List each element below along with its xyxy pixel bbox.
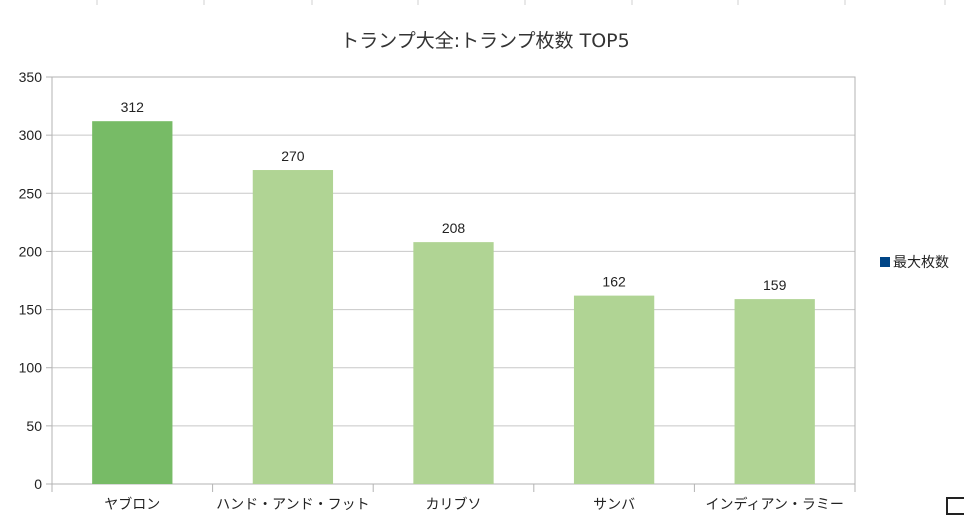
x-tick-label: インディアン・ラミー	[705, 496, 843, 513]
chart-title: トランプ大全:トランプ枚数 TOP5	[340, 30, 630, 52]
x-tick-label: カリブソ	[426, 496, 482, 513]
y-tick-label: 250	[19, 185, 43, 201]
y-tick-label: 100	[19, 360, 43, 376]
y-tick-label: 350	[19, 69, 43, 85]
data-label: 312	[121, 99, 145, 115]
x-tick-label: ハンド・アンド・フット	[216, 497, 369, 513]
bar	[252, 170, 334, 484]
corner-box	[946, 497, 964, 515]
legend: 最大枚数	[880, 252, 949, 272]
bar	[573, 295, 655, 484]
bar	[92, 121, 173, 484]
data-label: 270	[281, 148, 305, 164]
data-label: 162	[602, 274, 626, 290]
x-tick-label: ヤブロン	[104, 496, 160, 513]
y-tick-label: 300	[19, 127, 43, 143]
data-label: 208	[442, 220, 466, 236]
bar	[734, 299, 815, 484]
y-tick-label: 200	[19, 243, 43, 259]
x-tick-label: サンバ	[593, 497, 635, 513]
bar	[413, 242, 494, 484]
data-label: 159	[763, 277, 787, 293]
y-tick-label: 150	[19, 302, 43, 318]
legend-swatch	[880, 257, 890, 267]
y-tick-label: 50	[26, 418, 42, 434]
y-tick-label: 0	[34, 476, 42, 492]
legend-label: 最大枚数	[893, 255, 949, 271]
